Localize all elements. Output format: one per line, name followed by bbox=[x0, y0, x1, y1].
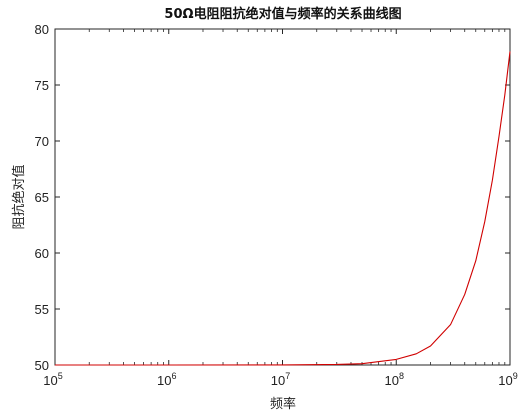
x-tick-label: 107 bbox=[271, 371, 290, 388]
y-tick-label: 70 bbox=[35, 134, 49, 149]
y-tick-label: 80 bbox=[35, 22, 49, 37]
x-tick-label: 106 bbox=[157, 371, 176, 388]
plot-area: 105 106 107 108 109 50 55 60 65 70 75 80 bbox=[35, 22, 518, 388]
y-tick-label: 65 bbox=[35, 190, 49, 205]
x-tick-label: 109 bbox=[498, 371, 517, 388]
y-tick-label: 55 bbox=[35, 302, 49, 317]
y-tick-label: 75 bbox=[35, 78, 49, 93]
impedance-series-line bbox=[55, 51, 511, 366]
x-tick-label: 108 bbox=[385, 371, 404, 388]
y-axis-label: 阻抗绝对值 bbox=[11, 164, 27, 229]
x-axis-label: 频率 bbox=[270, 396, 296, 411]
chart-title: 50Ω电阻阻抗绝对值与频率的关系曲线图 bbox=[164, 6, 401, 22]
x-tick-label: 105 bbox=[43, 371, 62, 388]
y-tick-label: 60 bbox=[35, 246, 49, 261]
y-tick-label: 50 bbox=[35, 358, 49, 373]
